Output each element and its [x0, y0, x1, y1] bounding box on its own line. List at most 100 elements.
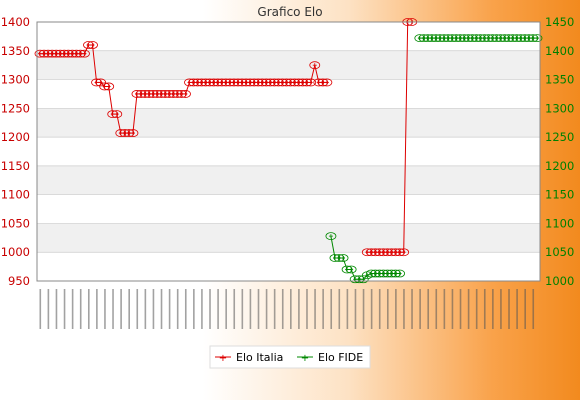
data-point-elo-italia [111, 110, 123, 118]
left-tick-label: 1150 [1, 159, 30, 173]
x-tick-mark [273, 289, 276, 329]
left-tick-label: 1000 [1, 245, 30, 259]
data-point-elo-italia [103, 82, 115, 91]
data-point-elo-italia [95, 78, 107, 87]
x-tick-mark [346, 289, 349, 329]
x-tick-mark [193, 289, 195, 329]
x-tick-mark [427, 289, 430, 329]
x-tick-mark [160, 289, 163, 329]
left-tick-label: 1050 [1, 216, 30, 230]
x-tick-mark [451, 289, 454, 329]
left-tick-label: 1300 [1, 73, 30, 87]
x-tick-mark [370, 289, 373, 329]
data-point-elo-italia [305, 78, 317, 87]
data-point-elo-fide [325, 232, 337, 241]
x-tick-mark [176, 289, 179, 329]
grid-band [37, 165, 540, 195]
x-tick-mark [39, 289, 42, 329]
right-tick-label: 1000 [545, 274, 574, 288]
x-tick-mark [257, 289, 260, 329]
data-point-elo-fide [345, 265, 357, 274]
legend-box [209, 345, 371, 369]
data-point-elo-italia [309, 61, 321, 70]
x-tick-mark [87, 289, 90, 329]
x-tick-mark [467, 289, 470, 329]
x-tick-mark [338, 289, 341, 329]
x-tick-mark [63, 289, 66, 329]
right-tick-label: 1100 [545, 216, 574, 230]
left-tick-label: 950 [8, 274, 30, 288]
grid-bands [37, 50, 540, 253]
data-point-elo-fide [337, 254, 349, 262]
x-tick-mark [233, 289, 236, 329]
right-tick-label: 1200 [545, 159, 574, 173]
x-tick-mark [532, 289, 535, 329]
x-tick-mark [483, 289, 486, 329]
x-tick-mark [395, 289, 397, 329]
x-tick-mark [290, 289, 292, 329]
data-point-elo-italia [79, 49, 90, 58]
data-point-elo-italia [87, 41, 98, 49]
left-tick-label: 1100 [1, 188, 30, 202]
x-tick-mark [201, 289, 203, 329]
x-tick-mark [354, 289, 357, 329]
data-point-elo-fide [361, 271, 373, 280]
x-tick-mark [524, 289, 526, 329]
data-point-elo-italia [321, 78, 333, 87]
right-tick-label: 1300 [545, 101, 574, 115]
x-tick-mark [79, 289, 82, 329]
right-tick-label: 1450 [545, 15, 574, 29]
data-point-elo-italia [398, 248, 410, 257]
x-tick-mark [120, 289, 122, 329]
x-tick-mark [314, 289, 316, 329]
x-axis-ticks [39, 289, 535, 329]
grid-band [37, 223, 540, 253]
right-axis-ticks: 1000 1050 1100 1150 1200 1250 1300 1350 1400 1450 [545, 15, 574, 288]
plot-border [36, 21, 541, 282]
x-tick-mark [168, 289, 171, 329]
legend-label-elo-italia: Elo Italia [236, 351, 283, 364]
right-tick-label: 1250 [545, 130, 574, 144]
x-tick-mark [403, 289, 405, 329]
x-tick-mark [306, 289, 308, 329]
x-tick-mark [152, 289, 155, 329]
left-tick-label: 1250 [1, 101, 30, 115]
legend-marker-elo-italia: + [219, 353, 227, 364]
data-point-elo-fide [531, 34, 543, 43]
right-tick-label: 1150 [545, 188, 574, 202]
legend-label-elo-fide: Elo FIDE [318, 351, 363, 364]
x-tick-mark [249, 289, 252, 329]
left-tick-label: 1350 [1, 44, 30, 58]
right-tick-label: 1050 [545, 245, 574, 259]
x-tick-mark [508, 289, 510, 329]
x-tick-mark [217, 289, 219, 329]
right-tick-label: 1400 [545, 44, 574, 58]
legend: + Elo Italia + Elo FIDE [209, 345, 371, 369]
x-tick-mark [362, 289, 365, 329]
x-tick-mark [265, 289, 268, 329]
x-tick-mark [112, 289, 114, 329]
x-tick-mark [184, 289, 187, 329]
x-tick-mark [492, 289, 494, 329]
legend-marker-elo-fide: + [301, 353, 309, 364]
x-tick-mark [47, 289, 50, 329]
data-point-elo-fide [394, 269, 406, 278]
x-tick-mark [209, 289, 211, 329]
x-tick-mark [104, 289, 106, 329]
left-tick-label: 1200 [1, 130, 30, 144]
x-tick-mark [281, 289, 284, 329]
x-tick-mark [516, 289, 518, 329]
x-tick-mark [55, 289, 58, 329]
x-tick-mark [298, 289, 300, 329]
x-tick-mark [411, 289, 413, 329]
x-tick-mark [322, 289, 324, 329]
data-point-elo-italia [127, 129, 139, 137]
x-tick-mark [435, 289, 438, 329]
x-tick-mark [71, 289, 74, 329]
left-tick-label: 1400 [1, 15, 30, 29]
chart-title: Grafico Elo [257, 5, 322, 19]
x-tick-mark [136, 289, 139, 329]
right-tick-label: 1350 [545, 73, 574, 87]
